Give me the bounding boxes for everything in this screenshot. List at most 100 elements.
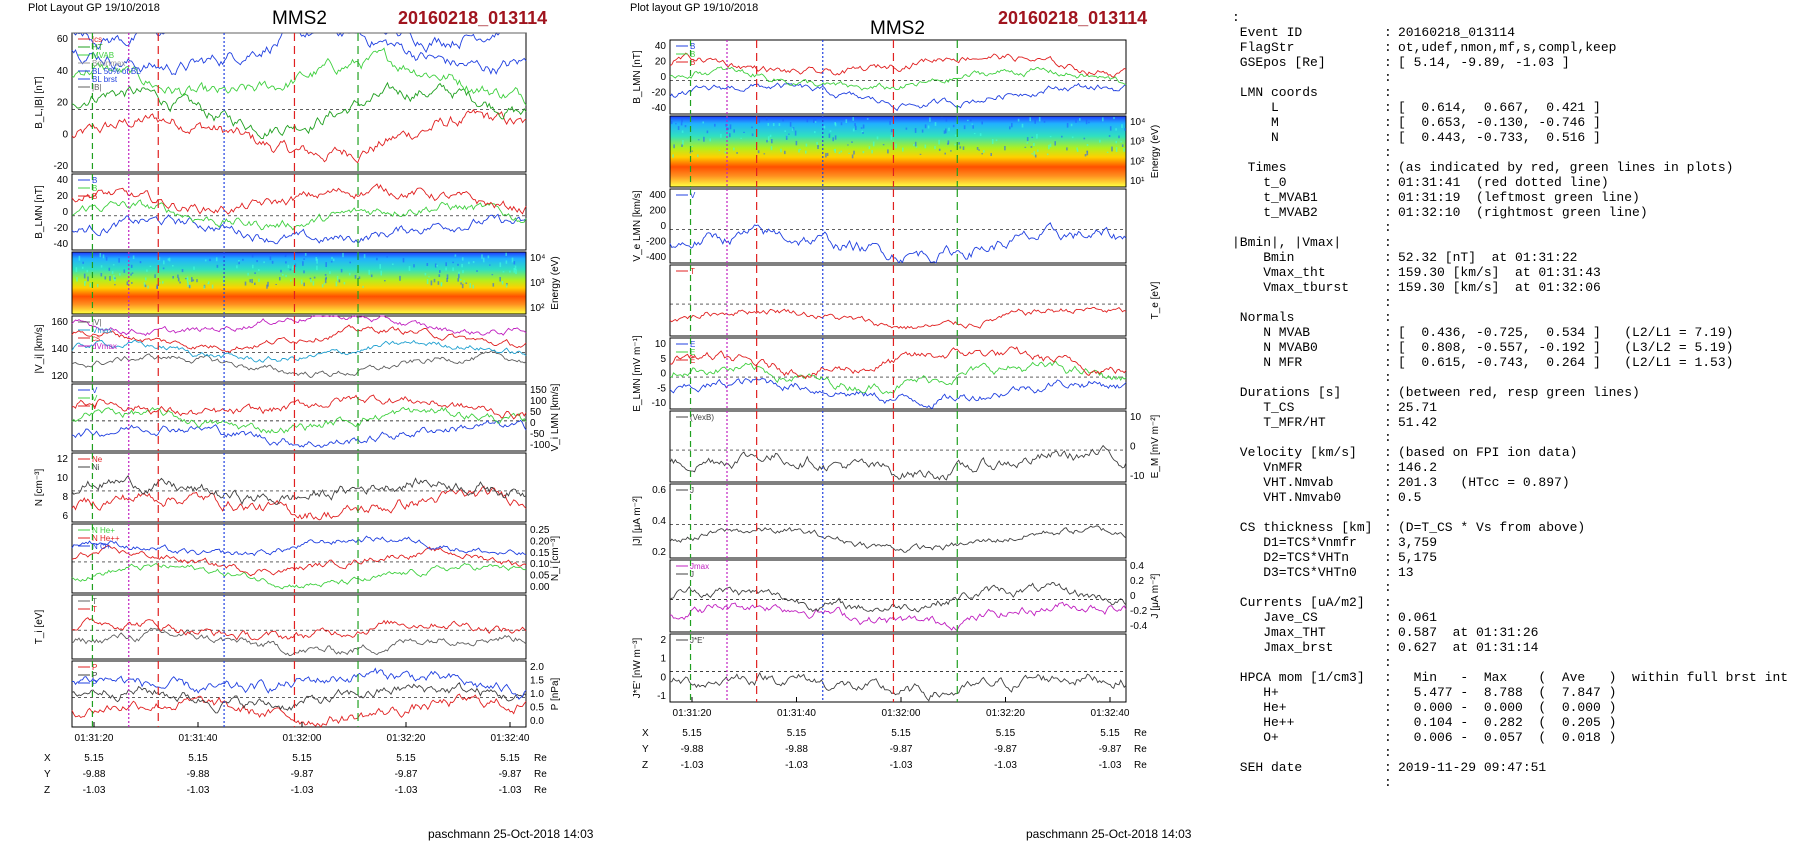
spectrogram-speckle (854, 123, 856, 127)
summary-key: SEH date (1232, 760, 1303, 775)
summary-value: [ 0.615, -0.743, 0.264 ] (L2/L1 = 1.53) (1398, 355, 1734, 370)
spectrogram-speckle (1033, 143, 1035, 147)
summary-colon: : (1384, 625, 1392, 640)
spectrogram-speckle (78, 255, 81, 261)
spectrogram-speckle (300, 279, 303, 285)
spectrogram-speckle (729, 133, 731, 138)
summary-value: 0.104 - 0.282 ( 0.205 ) (1398, 715, 1617, 730)
data-trace (669, 671, 1127, 702)
position-row-label: Y (642, 744, 649, 755)
spectrogram-speckle (1115, 140, 1117, 144)
summary-colon: : (1384, 565, 1392, 580)
spectrogram-speckle (919, 153, 922, 155)
spectrogram-speckle (814, 117, 817, 121)
y-tick-label: 10 (57, 473, 69, 484)
summary-value: 0.627 at 01:31:14 (1398, 640, 1539, 655)
spectrogram-speckle (1036, 133, 1038, 139)
legend-label: P (92, 663, 97, 672)
spectrogram-speckle (386, 256, 388, 258)
position-value: 5.15 (891, 728, 911, 739)
spectrogram-speckle (1049, 143, 1052, 148)
spectrogram-speckle (460, 282, 462, 285)
spectrogram-speckle (823, 125, 826, 129)
spectrogram-speckle (102, 254, 105, 259)
data-trace (669, 222, 1127, 264)
spectrogram-speckle (672, 154, 674, 158)
spectrogram-speckle (380, 270, 382, 276)
spectrogram-speckle (860, 127, 863, 129)
y-tick-label: -0.2 (1130, 606, 1148, 617)
spectrogram-speckle (513, 268, 516, 273)
spectrogram-speckle (209, 258, 211, 262)
summary-value: 01:32:10 (rightmost green line) (1398, 205, 1648, 220)
spectrogram-speckle (851, 141, 853, 143)
legend-label: T (690, 267, 695, 276)
summary-key: VHT.Nmvab0 (1232, 490, 1342, 505)
data-trace (71, 394, 527, 420)
spectrogram-speckle (131, 272, 134, 274)
summary-colon: : (1384, 460, 1392, 475)
spectrogram-speckle (445, 262, 447, 266)
summary-colon: : (1384, 430, 1392, 445)
spectrogram-speckle (123, 269, 126, 273)
spectrogram-speckle (845, 119, 848, 123)
spectrogram-speckle (236, 265, 238, 269)
legend-label: |B| (92, 83, 102, 92)
spectrogram-speckle (186, 276, 189, 281)
spectrogram-speckle (452, 261, 454, 264)
summary-colon: : (1384, 520, 1392, 535)
spectrogram-speckle (172, 276, 174, 279)
legend-label: B (690, 58, 695, 67)
position-value: -9.87 (890, 744, 913, 755)
spectrogram-speckle (682, 140, 684, 145)
spectrogram-speckle (862, 151, 865, 154)
spectrogram-speckle (733, 147, 735, 151)
summary-key: N (1232, 130, 1279, 145)
spectrogram-speckle (358, 276, 361, 279)
spectrogram-speckle (461, 263, 463, 268)
y-tick-label: 10⁴ (1130, 117, 1145, 128)
spectrogram-speckle (736, 152, 738, 154)
spectrogram-speckle (330, 260, 333, 263)
spectrogram-speckle (505, 284, 508, 288)
summary-key: Vmax_tht (1232, 265, 1326, 280)
spectrogram-speckle (1043, 120, 1046, 123)
spectrogram-speckle (87, 276, 89, 282)
y-tick-label: 10⁴ (530, 253, 545, 264)
summary-value: [ 5.14, -9.89, -1.03 ] (1398, 55, 1570, 70)
spectrogram-speckle (689, 152, 692, 154)
spectrogram-speckle (309, 277, 312, 280)
spectrogram-speckle (681, 119, 683, 123)
spectrogram-speckle (242, 258, 244, 261)
spectrogram-speckle (967, 119, 969, 122)
spectrogram-speckle (1121, 124, 1123, 128)
position-value: 5.15 (682, 728, 702, 739)
position-unit: Re (534, 785, 547, 796)
event-summary-table: : Event ID: 20160218_013114 FlagStr: ot,ud… (1232, 10, 1802, 800)
spectrogram-speckle (285, 274, 287, 278)
data-trace (669, 444, 1127, 481)
spectrogram-speckle (302, 261, 304, 266)
data-trace (669, 582, 1127, 613)
legend-label: Jmax (690, 562, 709, 571)
spectrogram-speckle (1054, 141, 1056, 146)
spectrogram-speckle (927, 125, 930, 129)
summary-value: [ 0.443, -0.733, 0.516 ] (1398, 130, 1601, 145)
spectrogram-speckle (465, 282, 468, 284)
legend-label: |cs (92, 35, 102, 44)
spectrogram-speckle (828, 133, 831, 138)
plot-panel: EEE 10 5 0 -5 -10 E_LMN [mV m⁻¹] (632, 335, 1127, 412)
summary-key: Event ID (1232, 25, 1303, 40)
summary-value: 0.006 - 0.057 ( 0.018 ) (1398, 730, 1617, 745)
spectrogram-speckle (514, 265, 517, 270)
spectrogram-speckle (323, 282, 326, 285)
spectrogram-speckle (973, 133, 976, 135)
position-value: -9.88 (681, 744, 704, 755)
plot-panel: BBB 40 20 0 -20 -40 B_LMN [nT] (34, 173, 527, 251)
summary-colon: : (1384, 310, 1392, 325)
spectrogram-speckle (798, 149, 800, 153)
spectrogram-speckle (805, 143, 808, 147)
spectrogram-speckle (817, 145, 819, 149)
spectrogram-speckle (89, 282, 92, 288)
legend-label: Ne (92, 455, 103, 464)
